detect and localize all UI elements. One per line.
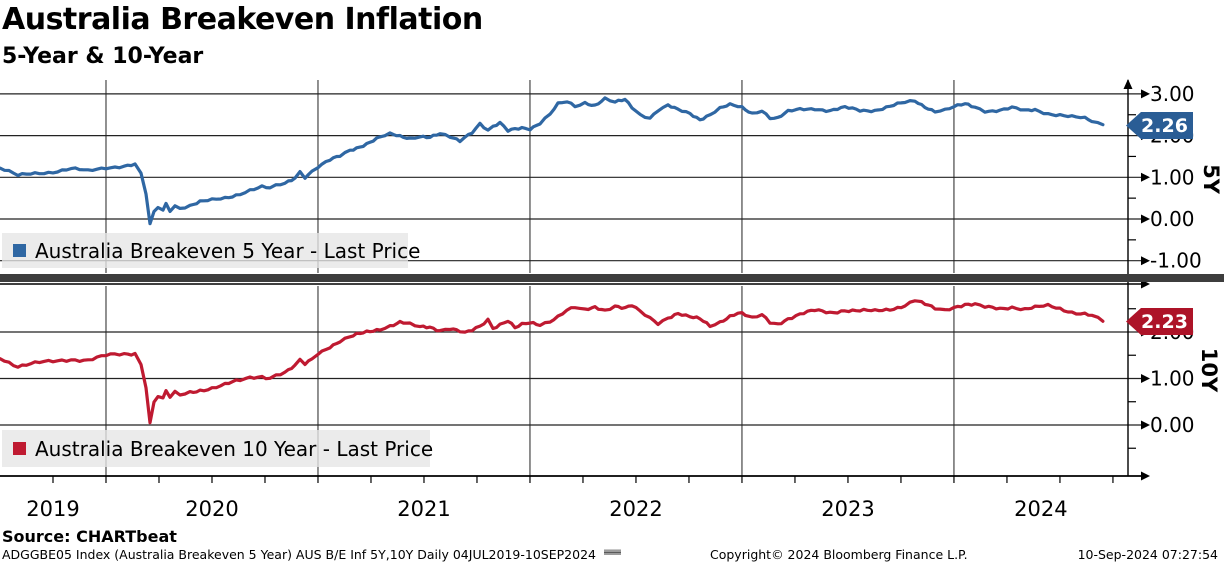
y-tick-label: 3.00 xyxy=(1150,82,1195,106)
axis-arrow-icon xyxy=(1123,79,1133,89)
legend-10y[interactable]: Australia Breakeven 10 Year - Last Price xyxy=(2,430,434,467)
x-tick-label: 2022 xyxy=(609,497,662,521)
x-tick-label: 2024 xyxy=(1014,497,1067,521)
last-price-badge-5y: 2.26 xyxy=(1126,112,1193,139)
axis-arrow-icon xyxy=(1141,471,1150,481)
legend-swatch-10y-icon xyxy=(13,442,26,455)
panel-divider xyxy=(0,274,1224,555)
page-title: Australia Breakeven Inflation xyxy=(2,2,483,37)
last-price-badge-10y: 2.23 xyxy=(1126,308,1193,335)
x-tick-label: 2021 xyxy=(397,497,450,521)
y-tick-label: -1.00 xyxy=(1150,249,1202,273)
axis-arrow-icon xyxy=(1141,256,1150,266)
axis-arrow-icon xyxy=(1141,214,1150,224)
series-line-5y xyxy=(0,96,1105,226)
legend-5y[interactable]: Australia Breakeven 5 Year - Last Price xyxy=(2,233,420,268)
footer-timestamp: 10-Sep-2024 07:27:54 xyxy=(1077,547,1218,562)
legend-swatch-5y-icon xyxy=(13,244,26,257)
legend-5y-label: Australia Breakeven 5 Year - Last Price xyxy=(35,238,421,263)
series-line-10y xyxy=(0,299,1105,425)
footer-security-info: ADGGBE05 Index (Australia Breakeven 5 Ye… xyxy=(2,547,596,562)
footer-copyright: Copyright© 2024 Bloomberg Finance L.P. xyxy=(710,547,968,562)
panel-axis-label-10y: 10Y xyxy=(1197,347,1221,393)
page-subtitle: 5-Year & 10-Year xyxy=(2,44,204,69)
y-tick-label: 0.00 xyxy=(1150,413,1195,437)
y-tick-label: 0.00 xyxy=(1150,207,1195,231)
axis-arrow-icon xyxy=(1141,172,1150,182)
divider-drag-handle-icon[interactable] xyxy=(604,549,621,555)
y-tick-label: 1.00 xyxy=(1150,366,1195,390)
source-label: Source: CHARTbeat xyxy=(2,527,177,546)
y-tick-label: 1.00 xyxy=(1150,165,1195,189)
x-tick-label: 2020 xyxy=(185,497,238,521)
x-tick-label: 2019 xyxy=(26,497,79,521)
axis-arrow-icon xyxy=(1141,373,1150,383)
axis-arrow-icon xyxy=(1141,89,1150,99)
panel-axis-label-5y: 5Y xyxy=(1199,164,1223,194)
axis-arrow-icon xyxy=(1141,420,1150,430)
legend-10y-label: Australia Breakeven 10 Year - Last Price xyxy=(35,436,434,461)
x-tick-label: 2023 xyxy=(821,497,874,521)
